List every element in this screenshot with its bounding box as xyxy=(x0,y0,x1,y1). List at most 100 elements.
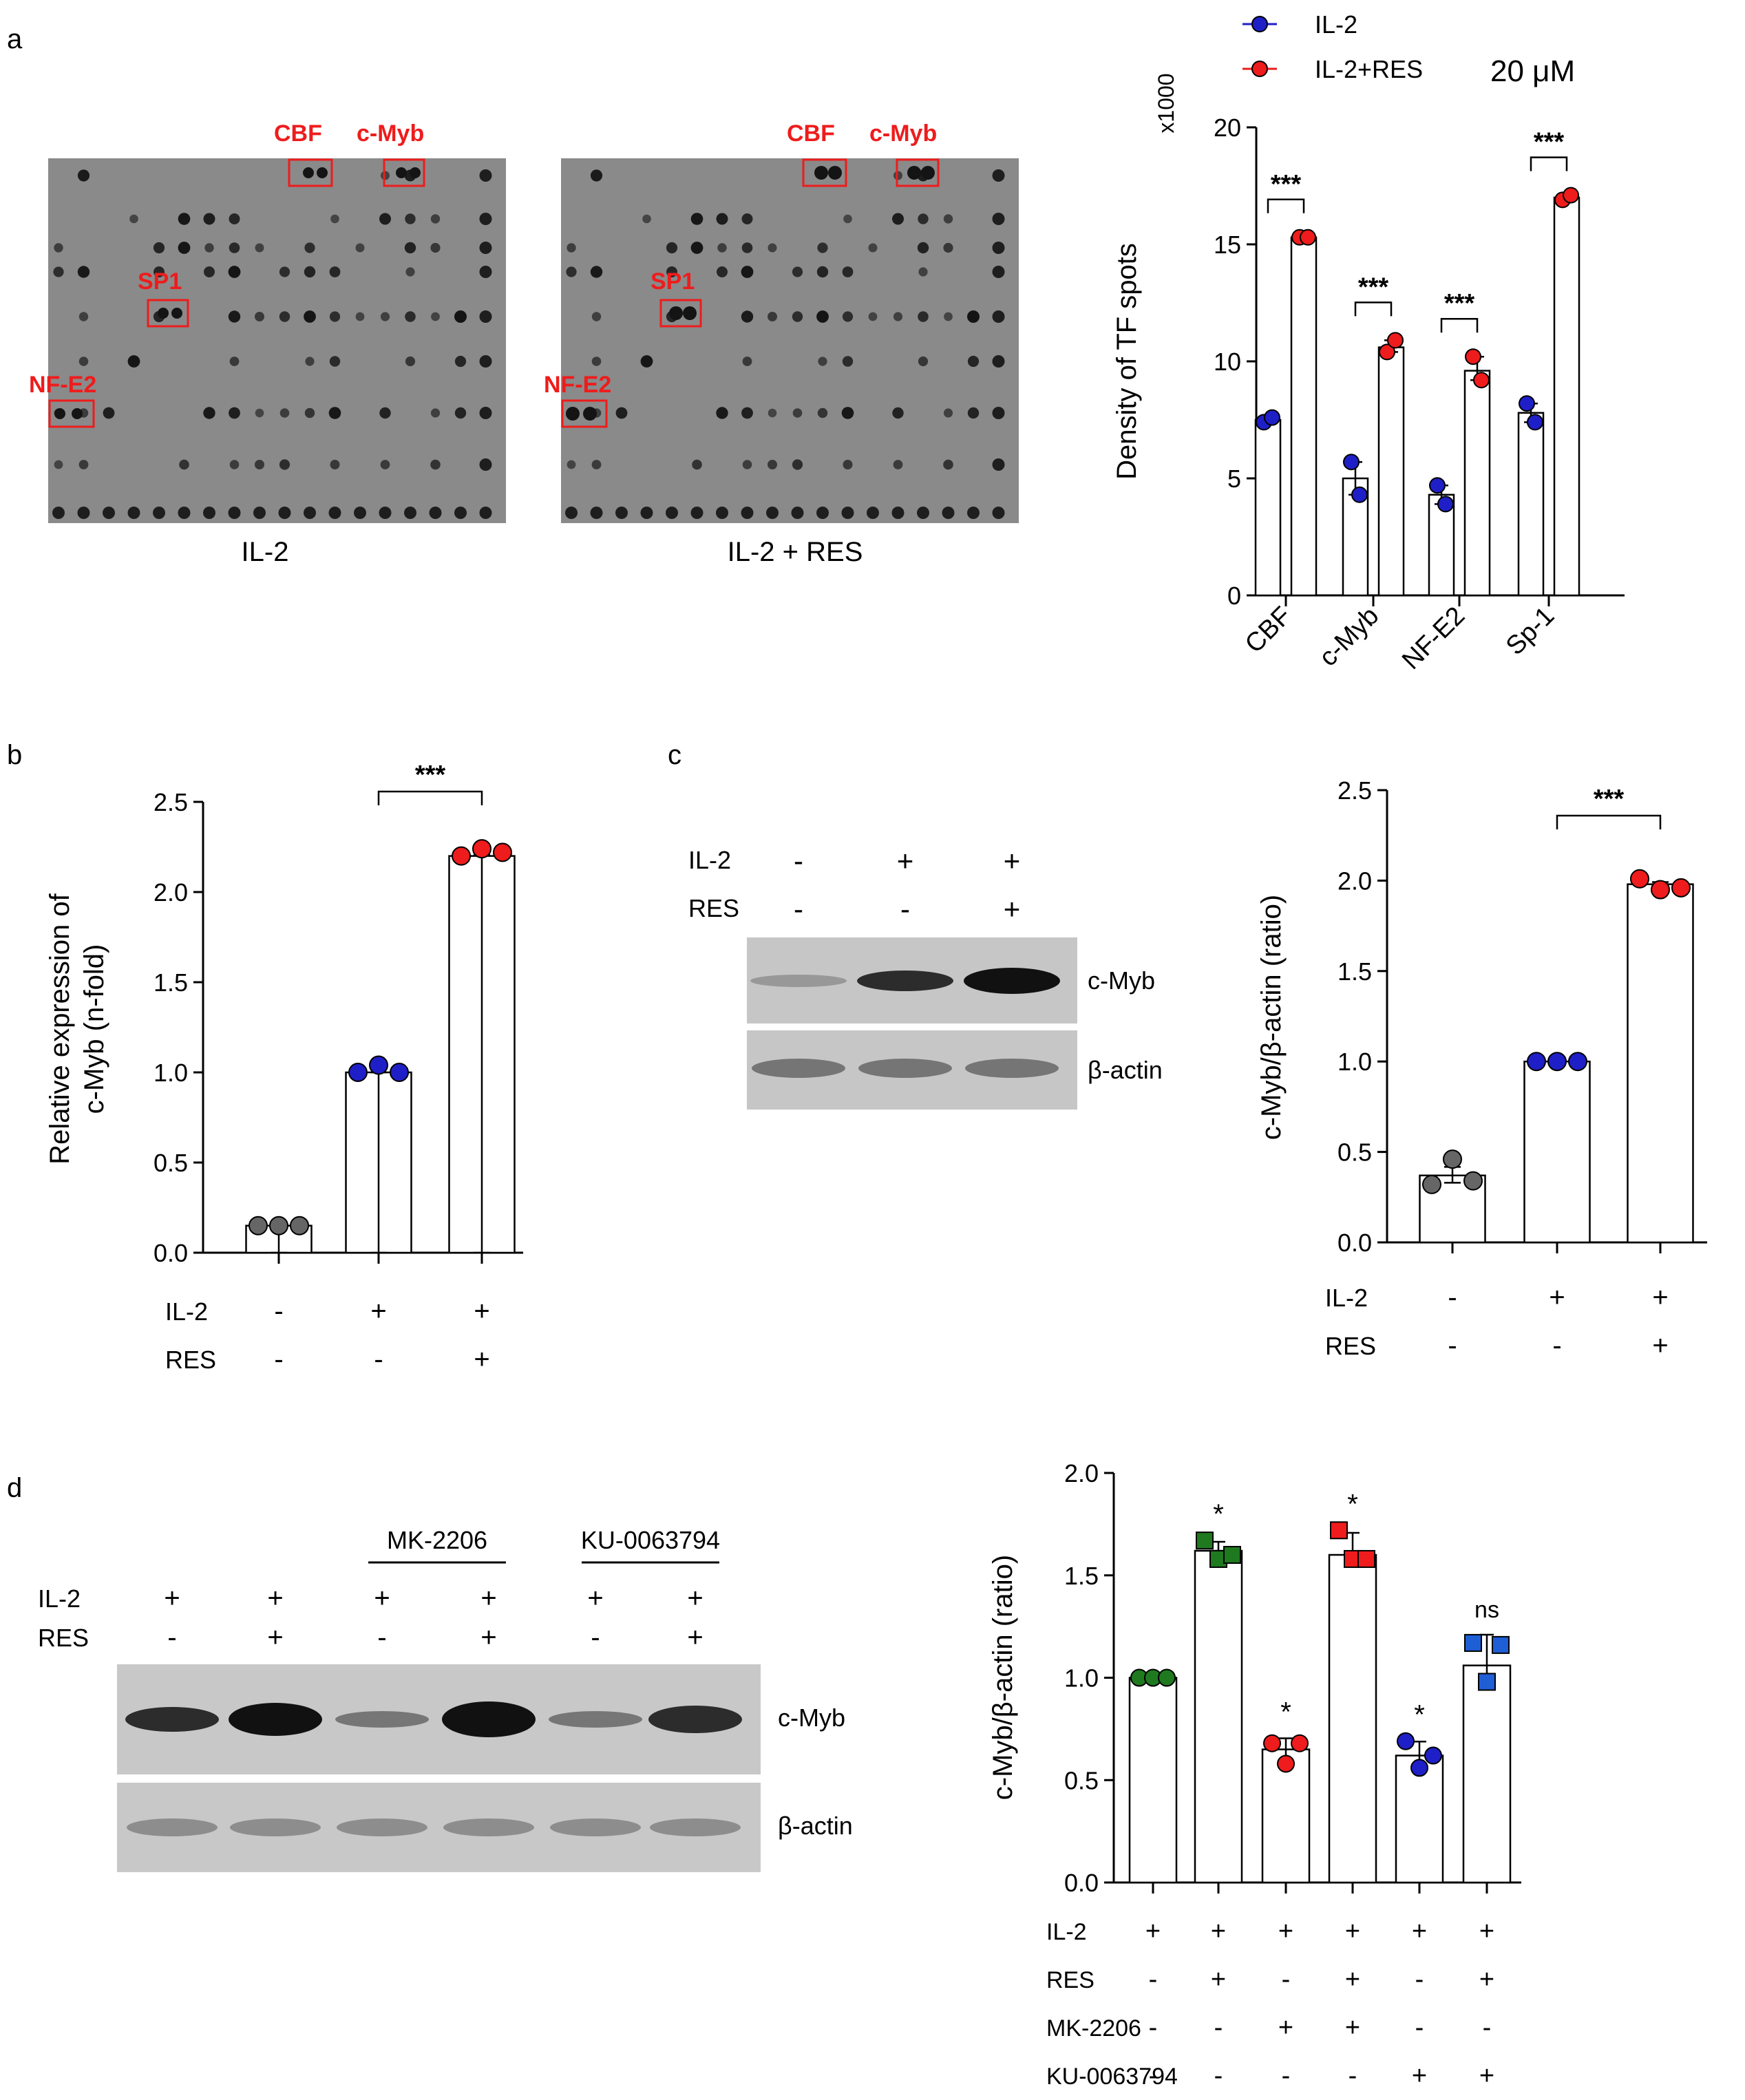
y-tick-label: 0.0 xyxy=(154,1239,188,1267)
legend-label-il2-res: IL-2+RES xyxy=(1315,55,1423,83)
array-spot xyxy=(228,266,241,278)
array-spot xyxy=(843,214,852,224)
array-spot xyxy=(816,507,829,519)
array-spot xyxy=(566,407,580,421)
y-tick-label: 15 xyxy=(1214,231,1241,259)
array-spot xyxy=(396,167,407,178)
y-tick-label: 2.5 xyxy=(154,788,188,816)
blot-d-group-label-mk2206: MK-2206 xyxy=(387,1526,487,1554)
array-spot xyxy=(567,460,576,469)
array-spot xyxy=(328,507,341,519)
y-axis-label: Density of TF spots xyxy=(1112,243,1142,480)
array-spot xyxy=(479,169,492,182)
condition-label: RES xyxy=(1046,1967,1094,1993)
condition-sign: - xyxy=(274,1344,283,1375)
array-spot xyxy=(405,311,416,322)
cbf-tag: CBF xyxy=(787,120,835,147)
blot-sign: + xyxy=(374,1583,390,1613)
blot-sign: - xyxy=(591,1622,600,1653)
blot-band-actin xyxy=(650,1818,741,1836)
significance-label: * xyxy=(1280,1697,1291,1727)
array-spot xyxy=(640,355,653,368)
blot-band-cmyb xyxy=(648,1706,742,1733)
array-spot xyxy=(666,266,677,277)
array-spot xyxy=(228,507,241,519)
significance-bracket xyxy=(1440,317,1479,333)
blot-band-cmyb xyxy=(964,968,1060,994)
condition-sign: + xyxy=(1479,1965,1494,1994)
array-spot xyxy=(380,460,390,469)
significance-label: ns xyxy=(1474,1597,1499,1623)
blot-d-group-label-ku: KU-0063794 xyxy=(581,1526,720,1554)
array-spot xyxy=(943,214,953,224)
array-spot xyxy=(992,242,1005,254)
array-spot xyxy=(404,507,416,519)
array-spot xyxy=(103,507,115,519)
blot-band-cmyb xyxy=(229,1703,322,1736)
array-spot xyxy=(917,242,929,254)
array-spot xyxy=(690,507,704,519)
array-spot xyxy=(791,507,804,519)
nfe2-box xyxy=(48,399,95,428)
array-spot xyxy=(768,460,777,469)
condition-sign: + xyxy=(1345,1965,1360,1994)
array-spot xyxy=(479,242,492,254)
significance-label: * xyxy=(1347,1489,1358,1519)
blot-sign: - xyxy=(794,845,803,877)
condition-sign: + xyxy=(1211,1917,1226,1946)
y-tick-label: 1.0 xyxy=(154,1059,188,1087)
array-membrane xyxy=(48,158,506,523)
array-spot xyxy=(967,355,980,368)
array-spot xyxy=(683,306,697,320)
condition-sign: - xyxy=(374,1344,383,1375)
array-spot xyxy=(768,408,777,418)
bar xyxy=(1377,346,1405,597)
array-spot xyxy=(640,507,653,519)
y-tick-label: 0.5 xyxy=(154,1149,188,1177)
chart-c: 0.0 0.5 1.0 1.5 2.0 2.5 c-Myb/β-actin (ratio) *… xyxy=(1256,776,1707,1361)
blot-d-row-label-il2: IL-2 xyxy=(38,1584,81,1613)
array-spot xyxy=(479,266,492,278)
data-point xyxy=(1465,348,1481,365)
blot-sign: - xyxy=(900,893,910,925)
array-spots xyxy=(52,167,492,519)
array-spot xyxy=(992,266,1005,278)
array-spot xyxy=(303,167,314,178)
condition-sign: + xyxy=(1479,2061,1494,2090)
blot-band-actin xyxy=(337,1818,427,1836)
array-spot xyxy=(766,507,779,519)
data-point xyxy=(1424,1746,1442,1765)
nfe2-tag: NF-E2 xyxy=(544,372,611,398)
y-tick-label: 2.0 xyxy=(154,878,188,906)
data-point xyxy=(1223,1546,1241,1564)
array-spot xyxy=(842,266,854,277)
array-spot xyxy=(716,507,728,519)
y-tick-label: 10 xyxy=(1214,348,1241,376)
cmyb-tag: c-Myb xyxy=(357,120,424,147)
condition-label: KU-0063794 xyxy=(1046,2064,1178,2090)
array-spot xyxy=(818,357,827,366)
array-spot xyxy=(967,310,980,323)
data-point xyxy=(1158,1668,1176,1687)
data-point xyxy=(1263,1734,1281,1752)
array-spot xyxy=(716,407,728,419)
condition-sign: + xyxy=(1345,1917,1360,1946)
array-spot xyxy=(479,458,492,471)
array-spot xyxy=(304,310,316,323)
blot-c-row-label-il2: IL-2 xyxy=(688,846,731,874)
array-spot xyxy=(279,266,290,277)
condition-sign: - xyxy=(1349,2061,1357,2090)
array-spot xyxy=(479,407,492,419)
data-point xyxy=(369,1055,388,1075)
array-spot xyxy=(203,213,215,225)
legend-marker-il2-res xyxy=(1251,61,1268,77)
array-spot xyxy=(565,507,578,519)
array-spot xyxy=(430,214,441,224)
blot-d-actin-strip xyxy=(117,1783,761,1872)
condition-sign: - xyxy=(1483,2013,1492,2042)
array-spot xyxy=(329,266,341,277)
array-spot xyxy=(77,169,90,182)
condition-label: IL-2 xyxy=(165,1297,208,1326)
array-spot xyxy=(742,460,752,469)
condition-sign: + xyxy=(1278,2013,1293,2042)
